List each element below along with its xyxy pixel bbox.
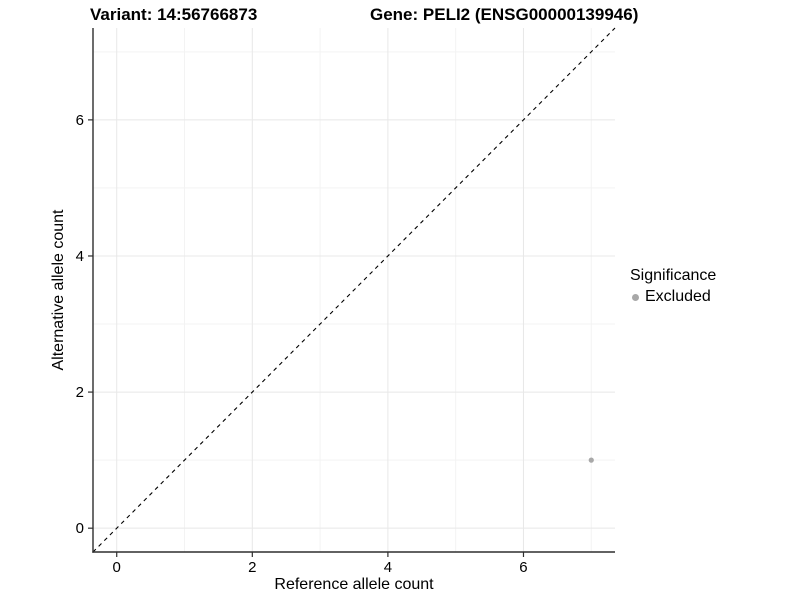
y-tick-label: 6 [76,112,84,129]
y-tick-label: 2 [76,384,84,401]
y-tick-label: 4 [76,248,84,265]
identity-line [92,27,616,553]
x-tick-label: 4 [384,559,392,576]
x-tick-label: 6 [519,559,527,576]
x-tick-label: 0 [113,559,121,576]
y-tick-label: 0 [76,520,84,537]
legend-point-icon [632,293,639,301]
x-tick-label: 2 [248,559,256,576]
plot-title-variant: Variant: 14:56766873 [90,5,258,24]
legend-item-label: Excluded [645,288,711,305]
x-axis-title: Reference allele count [274,576,434,593]
legend-item-excluded: Excluded [630,288,716,306]
plot-title-gene: Gene: PELI2 (ENSG00000139946) [370,5,639,24]
data-point [588,457,594,463]
legend-title: Significance [630,267,717,284]
y-axis-title: Alternative allele count [50,209,67,371]
legend: Significance Excluded [630,267,716,306]
